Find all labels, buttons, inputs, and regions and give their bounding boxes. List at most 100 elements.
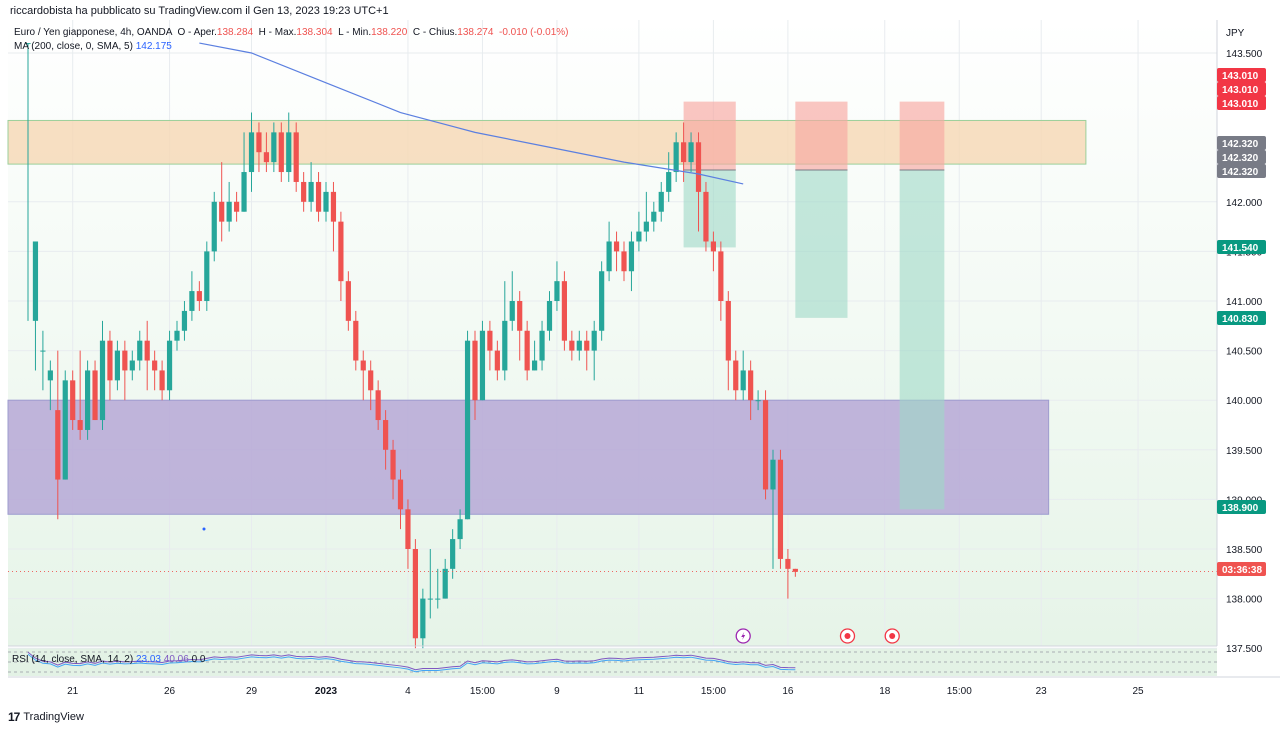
candle-1	[32, 241, 39, 371]
ma-label: MA (200, close, 0, SMA, 5)	[14, 41, 133, 52]
candle-body	[658, 191, 664, 212]
candle-body	[502, 320, 508, 371]
candle-19	[166, 330, 173, 401]
x-tick-label: 4	[405, 686, 411, 697]
short-position-target-1	[795, 170, 848, 318]
price-tag-bg	[1217, 562, 1266, 576]
candle-17	[152, 350, 158, 391]
candle-27	[226, 181, 232, 232]
candle-body	[412, 549, 418, 639]
candle-0	[25, 43, 31, 321]
candle-14	[129, 350, 135, 381]
candle-body	[234, 201, 240, 212]
candle-body	[383, 420, 389, 450]
candle-31	[256, 122, 262, 173]
candle-90	[695, 132, 702, 232]
high-label: H - Max.	[258, 27, 297, 38]
candle-body	[397, 479, 404, 510]
candle-58	[457, 509, 463, 549]
high-value: 138.304	[296, 27, 333, 38]
candle-body	[137, 340, 143, 361]
candle-body	[107, 340, 113, 381]
y-tick-label: 141.000	[1226, 297, 1263, 308]
candle-36	[293, 122, 299, 192]
candle-body	[315, 181, 322, 212]
candle-body	[405, 509, 411, 549]
candle-39	[315, 172, 322, 222]
candle-13	[122, 340, 128, 401]
candle-body	[248, 132, 255, 173]
candle-body	[621, 251, 627, 272]
x-tick-label: 16	[782, 686, 794, 697]
candle-38	[308, 162, 314, 212]
short-position-target-2	[899, 170, 945, 510]
candle-93	[718, 241, 724, 321]
candle-37	[301, 172, 307, 212]
candle-70	[546, 291, 553, 341]
candle-body	[524, 330, 530, 371]
change-value: -0.010 (-0.01%)	[499, 27, 569, 38]
candle-body	[338, 221, 344, 282]
candle-body	[286, 132, 292, 173]
candle-body	[762, 400, 769, 490]
candle-46	[368, 360, 374, 411]
candle-body	[539, 330, 545, 361]
open-label: O - Aper.	[177, 27, 217, 38]
candle-23	[196, 281, 202, 311]
candle-77	[599, 261, 605, 341]
candle-4	[55, 350, 61, 520]
candle-73	[569, 330, 575, 361]
candle-42	[338, 211, 344, 301]
candle-21	[181, 301, 188, 341]
rsi-line	[27, 651, 796, 671]
ma-value: 142.175	[135, 41, 172, 52]
price-tag: 142.320	[1217, 164, 1266, 178]
short-position-target-0	[683, 170, 736, 248]
candle-body	[599, 271, 605, 331]
candle-57	[450, 529, 456, 579]
candle-body	[517, 301, 523, 331]
candle-body	[25, 43, 31, 45]
support-zone	[7, 399, 1050, 515]
candle-40	[323, 181, 329, 222]
x-tick-label: 15:00	[701, 686, 726, 697]
candle-body	[792, 568, 798, 572]
x-tick-label: 21	[67, 686, 79, 697]
candle-body	[256, 132, 262, 153]
candle-body	[390, 449, 396, 480]
candle-8	[85, 360, 91, 440]
candle-body	[271, 132, 277, 163]
rsi-pane-background	[8, 648, 1217, 676]
candle-68	[532, 340, 538, 371]
candle-body	[301, 181, 307, 202]
candle-body	[569, 340, 575, 351]
x-tick-label: 11	[634, 686, 645, 697]
candle-body	[673, 142, 679, 173]
candle-body	[427, 598, 433, 600]
candle-95	[733, 350, 739, 401]
rsi-value-3: 0	[191, 654, 198, 665]
rsi-value-2: 40.06	[163, 654, 189, 665]
candle-body	[144, 340, 150, 361]
candle-body	[532, 360, 538, 371]
candle-62	[487, 320, 493, 371]
candle-body	[435, 598, 441, 600]
price-tag: 142.320	[1217, 150, 1266, 164]
candle-body	[375, 390, 381, 421]
candle-body	[688, 142, 694, 163]
price-tag: 143.010	[1217, 96, 1266, 110]
price-tag-text: 142.320	[1222, 139, 1259, 150]
candle-body	[99, 340, 106, 421]
candle-body	[353, 320, 359, 361]
price-tag-bg	[1217, 240, 1266, 254]
candle-body	[576, 340, 582, 351]
candle-body	[442, 568, 448, 599]
price-tag-text: 141.540	[1222, 243, 1259, 254]
candle-28	[234, 191, 240, 222]
candle-20	[174, 320, 180, 351]
y-tick-label: 138.000	[1226, 595, 1263, 606]
candle-18	[159, 360, 165, 401]
candle-body	[546, 301, 553, 331]
y-tick-label: 140.500	[1226, 347, 1263, 358]
